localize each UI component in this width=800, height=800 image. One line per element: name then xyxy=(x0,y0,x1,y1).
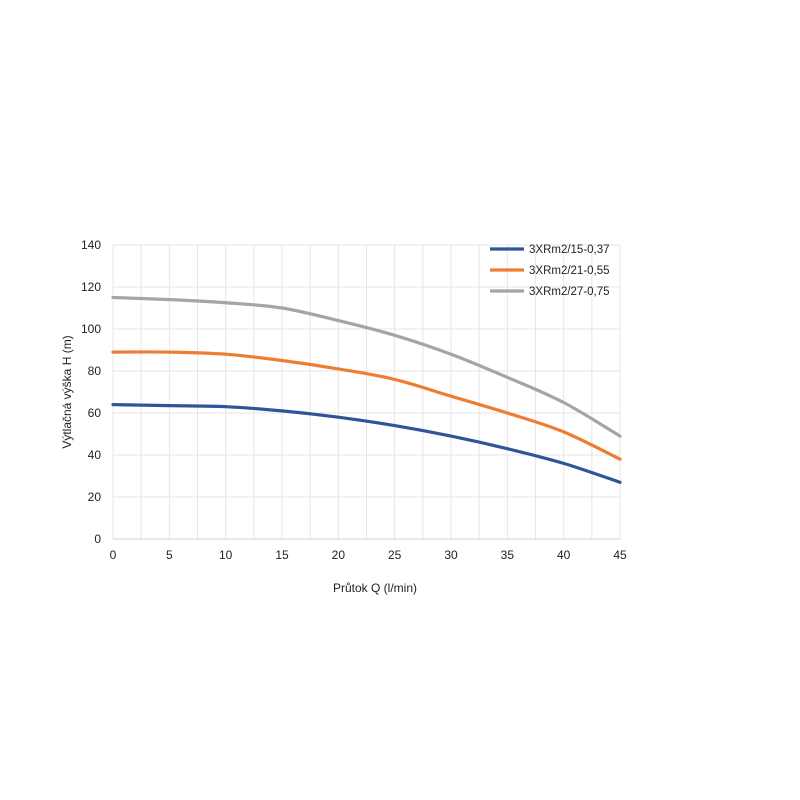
chart-legend: 3XRm2/15-0,37 3XRm2/21-0,55 3XRm2/27-0,75 xyxy=(490,244,610,298)
y-axis-title: Výtlačná výška H (m) xyxy=(60,335,74,448)
y-tick-label: 60 xyxy=(88,406,102,420)
series-lines xyxy=(111,295,622,484)
y-tick-label: 80 xyxy=(88,364,102,378)
x-tick-label: 45 xyxy=(613,548,627,562)
legend-label: 3XRm2/27-0,75 xyxy=(529,286,610,298)
y-tick-label: 40 xyxy=(88,448,102,462)
y-tick-labels: 0 20 40 60 80 100 120 140 xyxy=(81,238,101,546)
x-tick-label: 20 xyxy=(332,548,346,562)
x-tick-label: 35 xyxy=(501,548,515,562)
y-tick-label: 120 xyxy=(81,280,101,294)
y-tick-label: 0 xyxy=(94,532,101,546)
x-tick-label: 10 xyxy=(219,548,233,562)
x-tick-label: 25 xyxy=(388,548,402,562)
legend-label: 3XRm2/21-0,55 xyxy=(529,265,610,277)
series-line-2 xyxy=(111,350,622,461)
y-tick-label: 20 xyxy=(88,490,102,504)
x-axis-title: Průtok Q (l/min) xyxy=(333,581,417,595)
chart-grid xyxy=(112,244,621,539)
x-tick-label: 5 xyxy=(166,548,173,562)
x-tick-label: 15 xyxy=(275,548,289,562)
y-tick-label: 140 xyxy=(81,238,101,252)
x-tick-label: 0 xyxy=(110,548,117,562)
y-tick-label: 100 xyxy=(81,322,101,336)
series-line-1 xyxy=(111,403,622,484)
x-tick-labels: 0 5 10 15 20 25 30 35 40 45 xyxy=(110,548,627,562)
legend-label: 3XRm2/15-0,37 xyxy=(529,244,610,256)
x-tick-label: 40 xyxy=(557,548,571,562)
series-line-3 xyxy=(111,295,622,438)
x-tick-label: 30 xyxy=(444,548,458,562)
